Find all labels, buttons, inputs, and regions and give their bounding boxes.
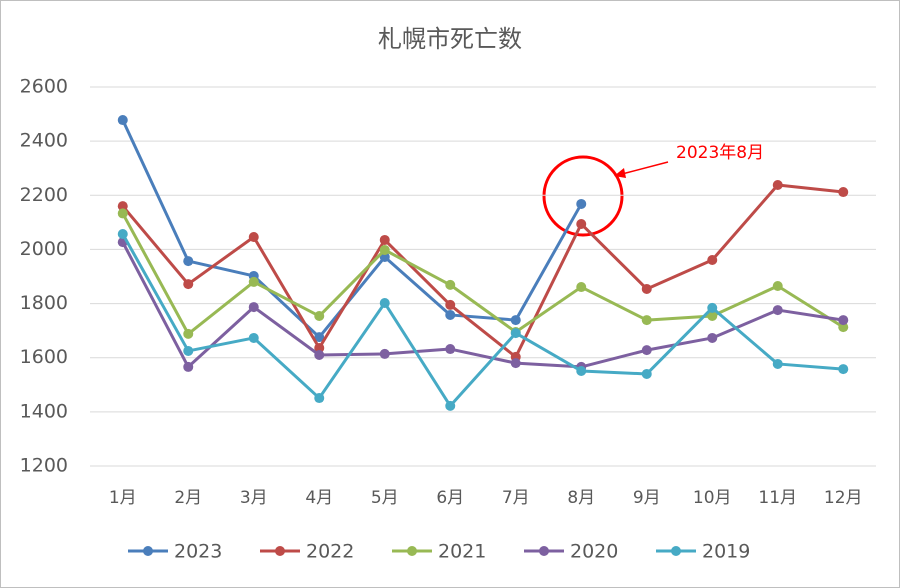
x-tick-label: 6月 xyxy=(436,488,464,508)
data-point xyxy=(641,283,652,294)
data-point xyxy=(641,315,652,326)
data-point xyxy=(117,228,128,239)
data-point xyxy=(183,279,194,290)
data-point xyxy=(510,328,521,339)
data-point xyxy=(772,305,783,316)
data-point xyxy=(117,115,128,126)
data-point xyxy=(772,358,783,369)
legend-label: 2023 xyxy=(174,541,222,563)
x-tick-label: 5月 xyxy=(371,488,399,508)
y-tick-label: 1200 xyxy=(20,455,68,477)
data-point xyxy=(379,244,390,255)
data-point xyxy=(707,302,718,313)
x-tick-label: 9月 xyxy=(633,488,661,508)
legend-label: 2020 xyxy=(570,541,618,563)
data-point xyxy=(183,345,194,356)
data-point xyxy=(707,311,718,322)
series-line xyxy=(121,233,844,408)
data-point xyxy=(707,332,718,343)
data-point xyxy=(772,280,783,291)
data-point xyxy=(838,322,849,333)
series-line xyxy=(121,241,844,369)
data-point xyxy=(576,282,587,293)
data-point xyxy=(379,298,390,309)
legend-swatch-dot xyxy=(671,546,681,556)
y-tick-label: 1400 xyxy=(20,400,68,422)
data-point xyxy=(445,344,456,355)
data-point xyxy=(641,368,652,379)
series-line xyxy=(121,183,844,359)
data-point xyxy=(445,400,456,411)
y-tick-label: 2400 xyxy=(20,130,68,152)
data-point xyxy=(117,201,128,212)
x-tick-label: 2月 xyxy=(174,488,202,508)
x-tick-label: 11月 xyxy=(758,488,797,508)
data-point xyxy=(445,309,456,320)
data-point xyxy=(576,198,587,209)
highlight-circle xyxy=(542,155,624,237)
data-point xyxy=(314,311,325,322)
series-line xyxy=(121,119,583,339)
x-tick-label: 12月 xyxy=(824,488,863,508)
data-point xyxy=(248,332,259,343)
data-point xyxy=(510,315,521,326)
y-tick-label: 1600 xyxy=(20,346,68,368)
data-point xyxy=(641,345,652,356)
legend-label: 2021 xyxy=(438,541,486,563)
data-point xyxy=(183,256,194,267)
annotation-arrowhead xyxy=(614,168,626,178)
legend-swatch-dot xyxy=(143,546,153,556)
data-point xyxy=(183,361,194,372)
data-point xyxy=(183,328,194,339)
data-point xyxy=(117,208,128,219)
data-point xyxy=(838,187,849,198)
data-point xyxy=(838,364,849,375)
data-point xyxy=(248,276,259,287)
y-tick-label: 2600 xyxy=(20,76,68,98)
data-point xyxy=(314,332,325,343)
legend-swatch-dot xyxy=(275,546,285,556)
y-tick-label: 1800 xyxy=(20,292,68,314)
data-point xyxy=(838,315,849,326)
data-point xyxy=(314,393,325,404)
chart-title: 札幌市死亡数 xyxy=(378,25,522,53)
legend-swatch-dot xyxy=(539,546,549,556)
data-point xyxy=(314,350,325,361)
data-point xyxy=(576,365,587,376)
legend-label: 2022 xyxy=(306,541,354,563)
data-point xyxy=(314,342,325,353)
data-point xyxy=(248,302,259,313)
data-point xyxy=(772,179,783,190)
x-tick-label: 7月 xyxy=(502,488,530,508)
annotation-arrow xyxy=(621,161,669,175)
data-point xyxy=(445,279,456,290)
data-point xyxy=(248,231,259,242)
x-tick-label: 4月 xyxy=(305,488,333,508)
data-point xyxy=(445,299,456,310)
data-point xyxy=(510,358,521,369)
data-point xyxy=(379,348,390,359)
x-tick-label: 3月 xyxy=(240,488,268,508)
x-tick-label: 8月 xyxy=(567,488,595,508)
x-tick-label: 10月 xyxy=(693,488,732,508)
annotation: 2023年8月 xyxy=(676,143,764,163)
y-tick-label: 2000 xyxy=(20,238,68,260)
series-line xyxy=(121,212,845,336)
data-point xyxy=(707,254,718,265)
data-point xyxy=(379,234,390,245)
legend-swatch-dot xyxy=(407,546,417,556)
y-tick-label: 2200 xyxy=(20,184,68,206)
data-point xyxy=(576,218,587,229)
legend-label: 2019 xyxy=(702,541,750,563)
x-tick-label: 1月 xyxy=(109,488,137,508)
